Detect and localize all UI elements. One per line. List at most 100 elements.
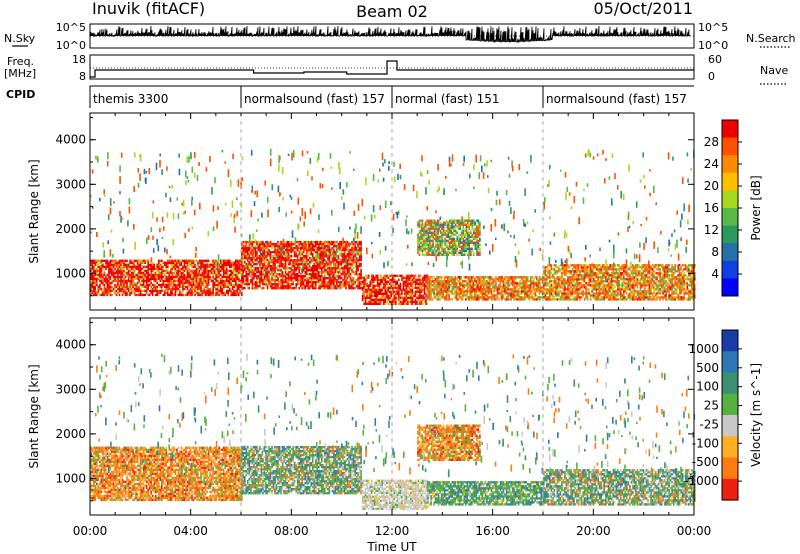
heatmap-cell [191,275,193,279]
heatmap-cell [301,287,303,290]
heatmap-cell [355,259,358,262]
heatmap-cell [478,296,481,299]
heatmap-cell [292,273,294,276]
heatmap-cell [221,289,223,293]
heatmap-cell [275,273,278,276]
heatmap-cell [379,278,382,281]
heatmap-cell [617,272,619,275]
heatmap-cell [302,259,305,262]
heatmap-cell [136,287,139,291]
heatmap-cell [478,298,481,301]
heatmap-cell [565,266,568,269]
heatmap-cell [90,275,92,279]
heatmap-cell [475,284,478,287]
heatmap-cell [313,283,316,286]
heatmap-cell [99,265,101,269]
heatmap-cell [254,259,257,262]
heatmap-cell [419,288,421,291]
heatmap-cell [173,285,175,289]
heatmap-cell [153,283,155,287]
heatmap-cell [595,266,598,269]
heatmap-cell [430,288,432,291]
heatmap-cell [257,285,260,288]
heatmap-cell [292,281,294,284]
heatmap-cell [378,302,380,305]
heatmap-cell [186,277,189,281]
heatmap-cell [121,261,124,264]
heatmap-cell [94,259,97,262]
heatmap-cell [576,276,578,279]
heatmap-cell [423,284,426,287]
heatmap-cell [289,257,291,260]
heatmap-cell [130,283,133,287]
heatmap-cell [233,263,235,266]
heatmap-cell [553,272,556,275]
heatmap-cell [102,281,104,285]
heatmap-cell [248,246,251,250]
heatmap-cell [395,300,397,303]
heatmap-cell [218,293,220,297]
heatmap-cell [141,267,143,271]
heatmap-cell [239,279,242,283]
heatmap-cell [115,263,118,266]
heatmap-cell [164,291,166,295]
heatmap-cell [389,286,391,289]
heatmap-cell [286,273,288,276]
heatmap-cell [295,248,297,252]
heatmap-cell [346,242,349,246]
heatmap-cell [567,278,569,281]
heatmap-cell [251,244,254,248]
heatmap-cell [228,281,231,285]
heatmap-cell [384,296,387,299]
heatmap-cell [423,288,426,291]
heatmap-cell [547,264,550,267]
heatmap-cell [228,283,231,287]
heatmap-cell [381,298,383,301]
heatmap-cell [546,298,548,301]
heatmap-cell [363,290,365,293]
heatmap-cell [539,290,541,293]
heatmap-cell [379,276,382,279]
heatmap-cell [392,280,394,283]
heatmap-cell [242,271,245,274]
heatmap-cell [327,248,329,252]
heatmap-cell [339,248,341,252]
heatmap-cell [242,273,245,276]
heatmap-cell [133,275,136,279]
heatmap-cell [601,282,604,285]
heatmap-cell [517,298,520,301]
heatmap-cell [411,302,414,305]
heatmap-cell [333,255,335,258]
heatmap-cell [274,283,276,286]
heatmap-cell [334,240,337,244]
heatmap-cell [396,286,399,289]
heatmap-cell [466,292,469,295]
heatmap-cell [588,276,590,279]
heatmap-cell [540,296,543,299]
heatmap-cell [543,284,545,287]
noise-left-tick-top: 10^5 [56,21,86,34]
heatmap-cell [112,259,115,262]
heatmap-cell [254,248,257,252]
heatmap-cell [265,244,267,248]
heatmap-cell [186,285,189,289]
heatmap-cell [576,270,578,273]
heatmap-cell [162,271,165,275]
heatmap-cell [600,298,602,301]
heatmap-cell [547,288,550,291]
heatmap-cell [324,255,326,258]
heatmap-cell [120,273,122,277]
heatmap-cell [357,269,359,272]
heatmap-cell [319,283,322,286]
heatmap-cell [339,244,341,248]
heatmap-cell [367,288,370,291]
heatmap-cell [492,284,494,287]
heatmap-cell [416,282,418,285]
heatmap-cell [510,298,512,301]
heatmap-cell [468,278,470,281]
heatmap-cell [378,300,380,303]
heatmap-cell [231,285,234,289]
heatmap-cell [158,277,160,281]
heatmap-cell [129,281,131,285]
heatmap-cell [308,246,311,250]
